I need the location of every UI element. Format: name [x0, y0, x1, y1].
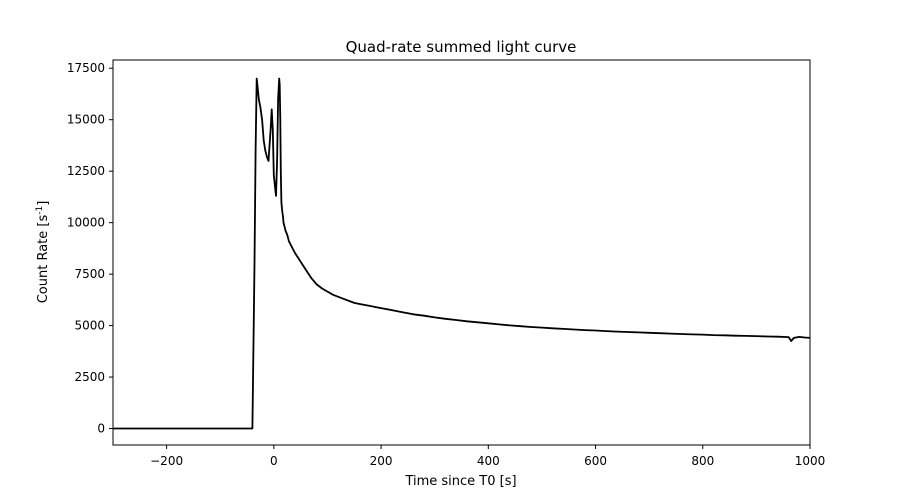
x-tick-label: 200 — [370, 454, 393, 468]
x-axis-label: Time since T0 [s] — [404, 474, 516, 489]
y-tick-label: 2500 — [74, 370, 105, 384]
y-axis-label: Count Rate [s-1] — [35, 201, 51, 304]
x-tick-label: 0 — [270, 454, 278, 468]
x-tick-label: 1000 — [795, 454, 826, 468]
y-axis-label-main: Count Rate [s — [36, 215, 51, 304]
x-tick-label: 400 — [477, 454, 500, 468]
series-line — [113, 77, 811, 430]
y-tick-label: 7500 — [74, 267, 105, 281]
y-axis-label-exponent: -1 — [35, 206, 45, 215]
x-axis: −200 0 200 400 600 800 1000 — [150, 445, 825, 468]
x-tick-label: 600 — [584, 454, 607, 468]
y-axis-label-suffix: ] — [36, 201, 51, 206]
x-tick-label: −200 — [150, 454, 183, 468]
axes-frame — [112, 59, 811, 446]
chart-title: Quad-rate summed light curve — [346, 38, 577, 56]
y-tick-label: 10000 — [67, 216, 105, 230]
y-axis: 0 2500 5000 7500 10000 12500 15000 17500 — [67, 61, 113, 436]
y-tick-label: 17500 — [67, 61, 105, 75]
y-tick-label: 15000 — [67, 113, 105, 127]
x-tick-label: 800 — [691, 454, 714, 468]
plot-area — [112, 59, 811, 446]
y-tick-label: 0 — [97, 422, 105, 436]
y-tick-label: 12500 — [67, 164, 105, 178]
y-tick-label: 5000 — [74, 319, 105, 333]
